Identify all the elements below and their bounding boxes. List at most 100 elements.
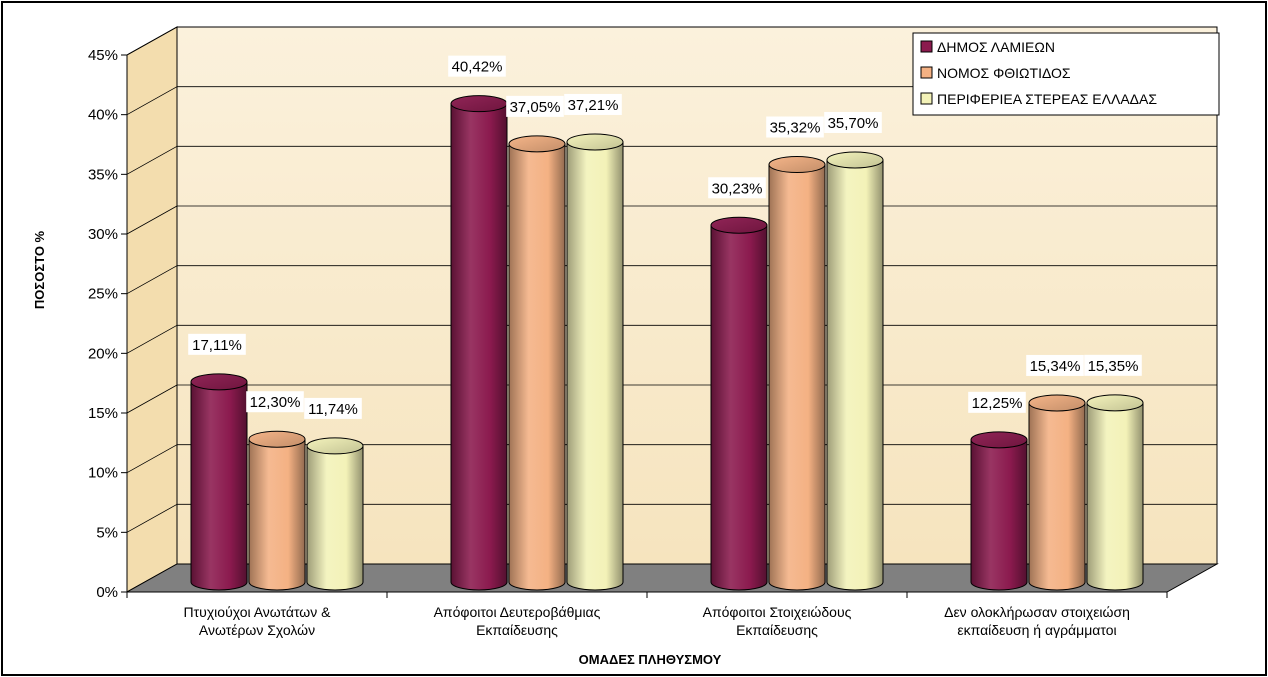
bar-body (248, 438, 306, 591)
gridline-side (126, 145, 178, 175)
y-tick-label: 25% (88, 286, 118, 303)
bar-body (1028, 402, 1086, 591)
legend-swatch (920, 66, 933, 79)
data-label-bg (506, 95, 564, 117)
bar (566, 133, 624, 591)
gridline-side (126, 444, 178, 474)
y-tick-label: 45% (88, 47, 118, 64)
category-label-line: Εκπαίδευσης (476, 622, 558, 638)
bar-body (768, 164, 826, 591)
category-label-line: Εκπαίδευσης (736, 622, 818, 638)
y-tick-label: 5% (96, 524, 118, 541)
bar-body (1086, 402, 1144, 591)
data-label-bg (708, 177, 766, 199)
legend-entry: ΝΟΜΟΣ ΦΘΙΩΤΙΔΟΣ (937, 65, 1071, 81)
category-label: Δεν ολοκλήρωσαν στοιχειώση εκπαίδευση ή α… (944, 604, 1130, 638)
category-label-line: Απόφοιτοι Δευτεροβάθμιας (434, 604, 601, 620)
bar (970, 431, 1028, 591)
data-label: 35,32% (770, 120, 821, 137)
bar-top (190, 373, 248, 391)
bar (190, 373, 248, 591)
bar-top (248, 430, 306, 448)
data-label-bg (564, 93, 622, 115)
gridline-side (126, 324, 178, 354)
bar (826, 151, 884, 591)
data-label-bg (968, 391, 1026, 413)
bar-top (508, 135, 566, 153)
bar-top (826, 151, 884, 169)
data-label-bg (448, 55, 506, 77)
category-label-line: Απόφοιτοι Στοιχειώδους (703, 604, 852, 620)
y-tick-label: 20% (88, 345, 118, 362)
legend-entry: ΔΗΜΟΣ ΛΑΜΙΕΩΝ (937, 39, 1055, 55)
data-label-bg (766, 116, 824, 138)
data-label-bg (1084, 354, 1142, 376)
y-tick-label: 30% (88, 226, 118, 243)
bar (768, 156, 826, 591)
data-label: 37,21% (568, 97, 619, 114)
category-label: Πτυχιούχοι Ανωτάτων & Ανωτέρων Σχολών (184, 604, 332, 638)
legend-swatch (920, 92, 933, 105)
bar-body (190, 381, 248, 591)
gridline-side (126, 26, 178, 56)
data-label: 37,05% (510, 99, 561, 116)
category-label-line: Ανωτέρων Σχολών (199, 622, 315, 638)
data-label: 12,25% (972, 395, 1023, 412)
bar (450, 95, 508, 591)
data-label: 30,23% (712, 180, 763, 197)
category-label-line: Πτυχιούχοι Ανωτάτων & (184, 604, 332, 620)
gridline-side (126, 205, 178, 235)
bar-top (768, 156, 826, 174)
category-label: Απόφοιτοι Στοιχειώδους Εκπαίδευσης (703, 604, 852, 638)
bar-body (710, 224, 768, 591)
data-label-bg (304, 397, 362, 419)
bar-body (970, 439, 1028, 591)
bar-body (450, 103, 508, 591)
y-tick-label: 15% (88, 405, 118, 422)
y-tick-label: 35% (88, 166, 118, 183)
gridline-side (126, 503, 178, 533)
data-label-bg (824, 111, 882, 133)
bar (1028, 394, 1086, 591)
bar-top (450, 95, 508, 113)
data-label: 12,30% (250, 394, 301, 411)
bar-top (566, 133, 624, 151)
data-label: 35,70% (828, 115, 879, 132)
legend-swatch (920, 40, 933, 53)
bar-body (566, 141, 624, 591)
data-label: 15,34% (1030, 358, 1081, 375)
data-label: 15,35% (1088, 358, 1139, 375)
data-label: 11,74% (308, 401, 358, 418)
bar (508, 135, 566, 591)
x-axis-title: ΟΜΑΔΕΣ ΠΛΗΘΥΣΜΟΥ (579, 652, 722, 667)
bar-body (508, 143, 566, 591)
bar-body (306, 445, 364, 591)
bar (306, 437, 364, 591)
y-axis-title: ΠΟΣΟΣΤΟ % (32, 230, 47, 309)
gridline-side (126, 384, 178, 414)
bar-top (1028, 394, 1086, 412)
bar-top (970, 431, 1028, 449)
y-tick-label: 40% (88, 107, 118, 124)
gridline-side (126, 86, 178, 116)
bar-top (1086, 394, 1144, 412)
bar (248, 430, 306, 591)
bar-top (710, 216, 768, 234)
data-label: 17,11% (192, 337, 242, 354)
data-label-bg (246, 391, 304, 413)
data-label: 40,42% (452, 59, 503, 76)
bar (1086, 394, 1144, 591)
bar (710, 216, 768, 591)
bar-body (826, 159, 884, 591)
data-label-bg (188, 333, 246, 355)
category-label: Απόφοιτοι Δευτεροβάθμιας Εκπαίδευσης (434, 604, 601, 638)
category-label-line: εκπαίδευση ή αγράμματοι (957, 622, 1116, 638)
y-tick-label: 0% (96, 584, 118, 601)
bar-top (306, 437, 364, 455)
gridline-side (126, 265, 178, 295)
data-label-bg (1026, 354, 1084, 376)
legend-entry: ΠΕΡΙΦΕΡΙΕΑ ΣΤΕΡΕΑΣ ΕΛΛΑΔΑΣ (937, 91, 1157, 107)
